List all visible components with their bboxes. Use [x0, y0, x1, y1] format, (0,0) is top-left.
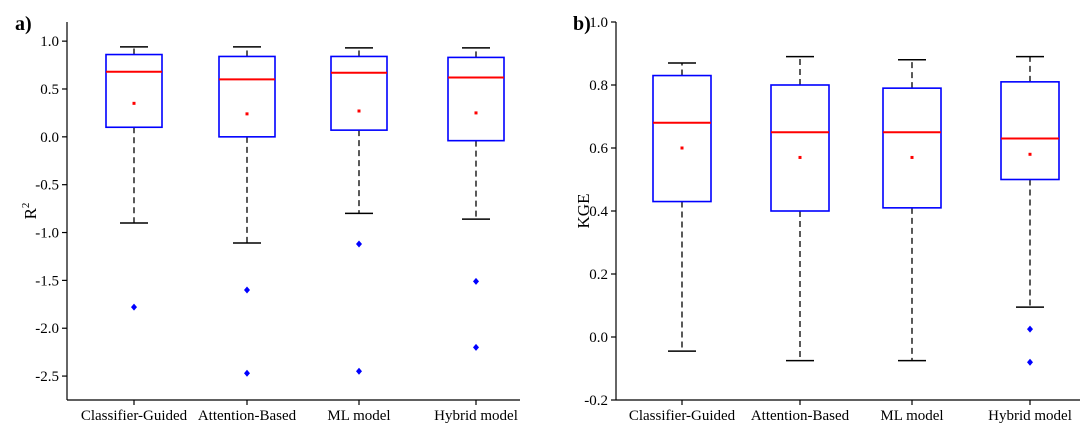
y-tick-label: 0.2 [589, 267, 608, 283]
box-group [447, 47, 505, 351]
box-iqr [652, 74, 712, 203]
y-tick-label: 0.6 [589, 141, 608, 157]
outlier-point [473, 343, 479, 351]
x-tick-label: Attention-Based [751, 408, 850, 424]
panel-label: b) [573, 13, 591, 35]
outlier-point [131, 303, 137, 311]
y-tick-label: 0.8 [589, 78, 608, 94]
box-group [882, 59, 942, 362]
y-axis-label: KGE [574, 194, 593, 229]
x-tick-label: Attention-Based [198, 408, 297, 424]
mean-marker [132, 101, 136, 105]
mean-marker [357, 109, 361, 113]
mean-marker [910, 155, 914, 159]
y-tick-label: 0.5 [40, 82, 59, 98]
y-tick-label: 0.4 [589, 204, 608, 220]
x-tick-label: Classifier-Guided [81, 408, 188, 424]
outlier-point [1027, 325, 1033, 333]
y-tick-label: 1.0 [589, 15, 608, 31]
panel-label: a) [15, 13, 32, 35]
chart-panel-2: 1.0 0.8 0.6 0.4 0.2 0.0 -0.2 KGE b) Classifier-Gu… [573, 13, 1080, 424]
box-group [1000, 55, 1060, 366]
y-axis-label-superscript: 2 [20, 203, 32, 209]
chart-panel-1: 1.0 0.5 0.0 -0.5 -1.0 -1.5 -2.0 -2.5 R2 a) Classif… [15, 13, 520, 424]
box-iqr [770, 84, 830, 212]
y-tick-label: -2.5 [35, 369, 59, 385]
y-tick-label: 0.0 [589, 330, 608, 346]
box-group [105, 46, 163, 311]
box-iqr [882, 87, 942, 209]
mean-marker [680, 146, 684, 150]
outlier-point [244, 369, 250, 377]
outlier-point [356, 367, 362, 375]
outlier-point [473, 277, 479, 285]
y-tick-label: -2.0 [35, 321, 59, 337]
outlier-point [1027, 358, 1033, 366]
outlier-point [244, 286, 250, 294]
box-group [330, 47, 388, 375]
x-tick-label: ML model [327, 408, 390, 424]
y-tick-label: 1.0 [40, 34, 59, 50]
y-tick-label: -0.5 [35, 178, 59, 194]
y-axis-label: R2 [20, 203, 40, 220]
y-tick-label: -0.2 [584, 393, 608, 409]
mean-marker [474, 111, 478, 115]
x-tick-label: Hybrid model [988, 408, 1072, 424]
y-tick-label: -1.5 [35, 273, 59, 289]
box-iqr [1000, 81, 1060, 181]
box-iqr [330, 55, 388, 131]
y-tick-label: -1.0 [35, 226, 59, 242]
box-iqr [218, 55, 276, 138]
x-tick-label: ML model [880, 408, 943, 424]
box-iqr [447, 56, 505, 142]
mean-marker [798, 155, 802, 159]
mean-marker [245, 112, 249, 116]
x-tick-label: Hybrid model [434, 408, 518, 424]
box-group [770, 55, 830, 362]
y-tick-label: 0.0 [40, 130, 59, 146]
box-group [218, 46, 276, 377]
box-iqr [105, 53, 163, 129]
outlier-point [356, 240, 362, 248]
mean-marker [1028, 152, 1032, 156]
x-tick-label: Classifier-Guided [629, 408, 736, 424]
box-group [652, 62, 712, 352]
